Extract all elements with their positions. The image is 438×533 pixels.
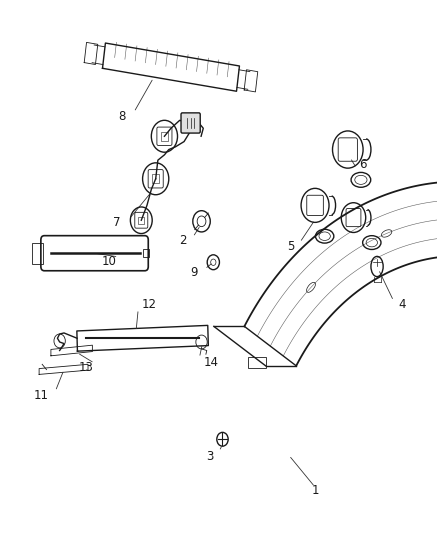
Bar (248, 357, 266, 368)
Bar (138, 216, 144, 224)
Text: 4: 4 (398, 298, 406, 311)
Bar (161, 132, 168, 141)
Bar (32, 243, 43, 264)
Text: 8: 8 (118, 110, 125, 123)
Text: 11: 11 (34, 389, 49, 402)
Text: 1: 1 (311, 484, 319, 497)
Text: 12: 12 (142, 298, 157, 311)
Text: 10: 10 (102, 255, 117, 268)
Text: 7: 7 (113, 216, 121, 229)
Text: 6: 6 (359, 158, 366, 171)
Bar (152, 174, 159, 183)
Text: 3: 3 (206, 450, 214, 463)
Text: 13: 13 (79, 361, 94, 374)
Text: 9: 9 (191, 266, 198, 279)
Bar (143, 249, 149, 257)
Text: 5: 5 (287, 240, 294, 253)
Text: 14: 14 (204, 356, 219, 369)
FancyBboxPatch shape (181, 113, 200, 133)
Text: 2: 2 (179, 235, 186, 247)
